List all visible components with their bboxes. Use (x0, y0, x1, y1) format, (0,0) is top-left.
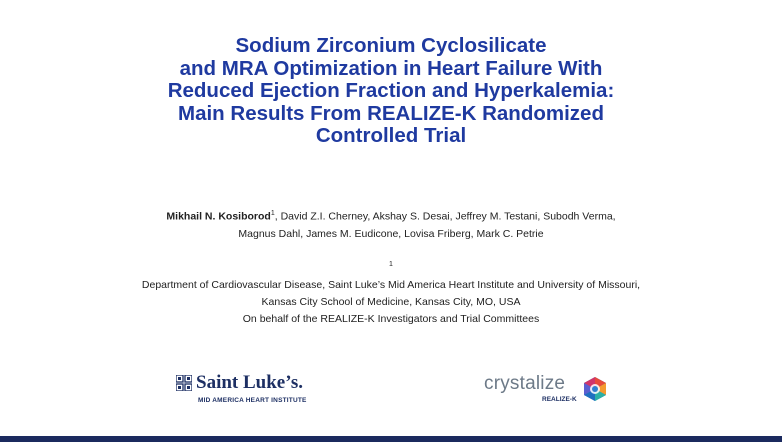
affiliation-text: Department of Cardiovascular Disease, Sa… (141, 278, 641, 291)
slide-title: Sodium Zirconium Cyclosilicate and MRA O… (40, 34, 742, 148)
affiliation-line-2: Kansas City School of Medicine, Kansas C… (261, 295, 521, 308)
title-line: Controlled Trial (315, 124, 467, 147)
author-list: Mikhail N. Kosiborod1, David Z.I. Cherne… (40, 205, 742, 243)
affiliation-line-1: 1 Department of Cardiovascular Disease, S… (30, 256, 752, 294)
saint-lukes-name: Saint Luke’s. (196, 372, 303, 393)
author-line-1: Mikhail N. Kosiborod1, David Z.I. Cherne… (40, 205, 742, 226)
title-line: Sodium Zirconium Cyclosilicate (235, 34, 547, 57)
title-line: and MRA Optimization in Heart Failure Wi… (179, 56, 603, 80)
footer-bar (0, 436, 782, 442)
title-line: Reduced Ejection Fraction and Hyperkalem… (167, 79, 615, 102)
affiliation-block: 1 Department of Cardiovascular Disease, S… (30, 256, 752, 328)
affiliation-mark: 1 (389, 261, 393, 268)
title-line: Main Results From REALIZE-K Randomized (178, 101, 604, 125)
lead-author-affiliation-mark: 1 (270, 210, 275, 217)
lead-author: Mikhail N. Kosiborod (166, 210, 271, 223)
saint-lukes-logo: Saint Luke’s. MID AMERICA HEART INSTITUT… (176, 373, 336, 409)
cross-icon (176, 375, 192, 391)
author-line-2: Magnus Dahl, James M. Eudicone, Lovisa F… (238, 227, 544, 240)
crystalize-logo: crystalize REALIZE-K (484, 374, 614, 410)
realize-k-label: REALIZE-K (542, 396, 577, 403)
on-behalf-line: On behalf of the REALIZE-K Investigators… (242, 312, 540, 325)
hexagon-icon (584, 377, 606, 401)
co-authors: , David Z.I. Cherney, Akshay S. Desai, J… (274, 210, 616, 223)
crystalize-name: crystalize (484, 373, 566, 394)
saint-lukes-subtitle: MID AMERICA HEART INSTITUTE (198, 397, 307, 404)
